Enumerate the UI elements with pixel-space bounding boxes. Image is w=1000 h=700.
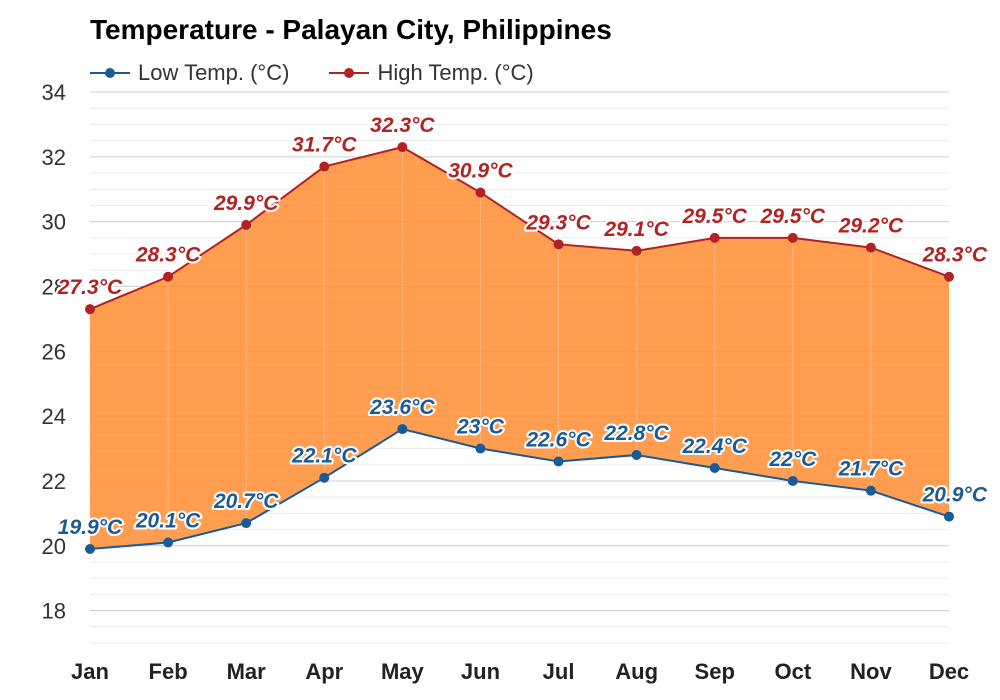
legend-swatch-high [329,68,370,78]
data-label-low: 22.8°C [603,422,669,445]
data-label-high: 29.5°C [760,205,826,228]
data-point-high [475,187,486,198]
x-tick-label: Aug [615,659,658,684]
data-label-high: 29.5°C [682,205,748,228]
data-label-high: 29.3°C [525,211,591,234]
x-tick-label: Oct [774,659,811,684]
data-label-high: 29.1°C [603,218,669,241]
y-tick-label: 18 [42,599,66,624]
y-tick-label: 20 [42,534,66,559]
data-label-high: 29.9°C [213,192,279,215]
data-point-low [865,485,876,496]
x-tick-label: Sep [695,659,735,684]
legend-label-low: Low Temp. (°C) [138,60,290,85]
data-point-high [85,304,95,315]
data-point-low [944,511,954,522]
legend: Low Temp. (°C) High Temp. (°C) [90,60,534,86]
data-point-high [553,239,564,250]
y-tick-label: 28 [42,274,66,299]
data-label-low: 21.7°C [838,458,904,481]
x-tick-label: Nov [850,659,892,684]
data-point-low [475,443,486,454]
x-tick-label: Mar [227,659,267,684]
y-tick-label: 24 [42,404,66,429]
data-point-high [163,271,174,282]
data-label-low: 20.7°C [213,490,279,513]
data-label-high: 28.3°C [135,244,201,267]
series-line-low [89,428,950,551]
data-point-low [787,475,798,486]
data-point-high [631,245,642,256]
x-tick-label: Feb [149,659,188,684]
data-label-low: 19.9°C [58,516,123,539]
data-point-low [85,544,95,555]
y-tick-label: 26 [42,339,66,364]
data-point-low [397,424,408,435]
x-tick-label: Jan [71,659,109,684]
data-label-low: 23°C [456,416,505,439]
data-label-high: 30.9°C [448,159,513,182]
x-tick-label: Jun [461,659,500,684]
data-label-low: 22.1°C [291,445,357,468]
data-point-high [397,142,408,153]
y-tick-label: 30 [42,210,66,235]
data-point-low [241,518,252,529]
data-label-high: 29.2°C [838,215,904,238]
data-label-low: 20.1°C [135,510,201,533]
legend-item-high[interactable]: High Temp. (°C) [329,60,534,86]
data-label-low: 22°C [768,448,817,471]
data-label-high: 31.7°C [292,134,357,157]
data-label-low: 20.9°C [922,484,988,507]
data-point-low [163,537,174,548]
legend-label-high: High Temp. (°C) [377,60,534,85]
y-tick-label: 34 [42,80,66,105]
legend-swatch-low [90,68,130,78]
data-point-low [709,462,720,473]
data-label-high: 27.3°C [57,276,123,299]
data-point-low [319,472,330,483]
data-label-low: 22.6°C [525,428,591,451]
temperature-range-area [90,147,949,550]
data-point-high [865,242,876,253]
data-label-high: 28.3°C [922,244,988,267]
data-point-low [553,456,564,467]
x-tick-label: Apr [305,659,343,684]
series-line-high [89,146,950,311]
chart-title: Temperature - Palayan City, Philippines [90,14,612,45]
x-tick-label: Jul [543,659,575,684]
data-point-high [319,161,330,172]
x-tick-label: Dec [929,659,969,684]
y-tick-label: 32 [42,145,66,170]
data-label-low: 22.4°C [682,435,748,458]
data-point-high [241,219,252,230]
data-point-high [944,271,954,282]
x-tick-label: May [381,659,425,684]
data-point-low [631,450,642,461]
legend-item-low[interactable]: Low Temp. (°C) [90,60,289,86]
data-point-high [709,232,720,243]
data-label-high: 32.3°C [370,114,435,137]
y-tick-label: 22 [42,469,66,494]
data-point-high [787,232,798,243]
data-label-low: 23.6°C [369,396,435,419]
